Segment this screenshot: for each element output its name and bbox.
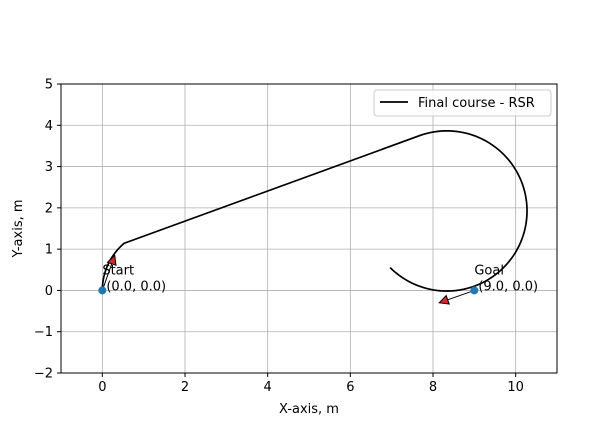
point-marker <box>98 286 107 295</box>
x-tick-label: 4 <box>264 380 272 395</box>
y-axis-label: Y-axis, m <box>11 199 26 258</box>
x-tick-label: 2 <box>181 380 189 395</box>
x-tick-label: 0 <box>98 380 106 395</box>
legend: Final course - RSR <box>373 89 552 117</box>
course-curve <box>101 130 528 292</box>
point-label: Goal <box>474 263 504 278</box>
x-tick-label: 6 <box>346 380 354 395</box>
legend-box <box>373 89 552 117</box>
heading-arrow-shaft <box>447 289 475 301</box>
ticks: 0 2 4 6 8 10 −2 −1 0 1 2 3 4 5 <box>34 78 524 396</box>
x-tick-label: 10 <box>507 380 524 395</box>
y-tick-label: −2 <box>34 367 53 382</box>
y-tick-label: 2 <box>45 201 53 216</box>
heading-arrow-head <box>438 294 450 305</box>
point-coords: (9.0, 0.0) <box>478 279 538 294</box>
y-tick-label: 0 <box>45 284 53 299</box>
course-line <box>101 130 528 292</box>
points: Start(0.0, 0.0) Goal(9.0, 0.0) <box>98 254 538 305</box>
legend-entry-final-course: Final course - RSR <box>418 96 535 111</box>
heading-arrow-shaft <box>101 263 113 291</box>
x-axis-label: X-axis, m <box>279 402 339 417</box>
point-label: Start <box>102 263 134 278</box>
y-tick-label: −1 <box>34 325 53 340</box>
heading-arrow-head <box>106 254 117 267</box>
grid-lines <box>61 83 557 374</box>
x-tick-label: 8 <box>429 380 437 395</box>
plot-frame <box>60 83 558 374</box>
point-marker <box>470 286 479 295</box>
y-tick-label: 3 <box>45 160 53 175</box>
point-coords: (0.0, 0.0) <box>106 279 166 294</box>
y-tick-label: 5 <box>45 78 53 93</box>
y-tick-label: 1 <box>45 243 53 258</box>
y-tick-label: 4 <box>45 119 53 134</box>
